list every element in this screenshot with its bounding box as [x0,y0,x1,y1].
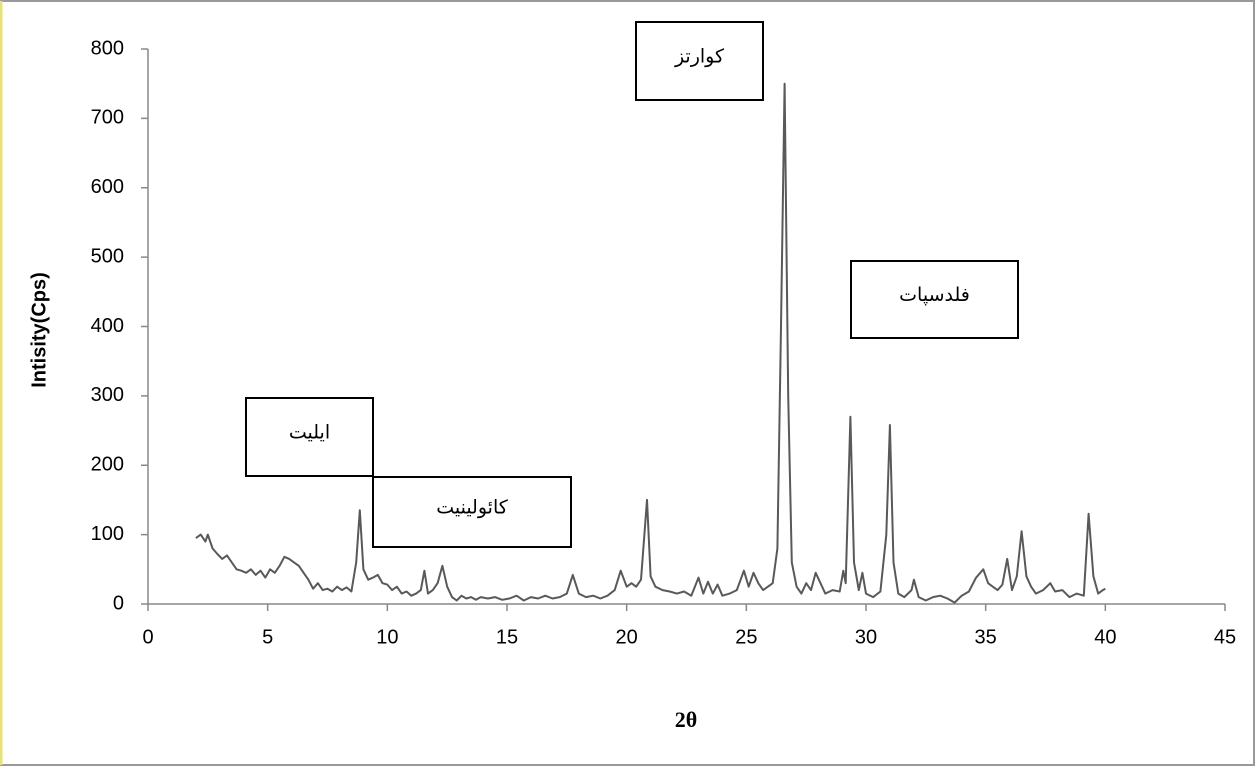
y-tick-label: 400 [91,315,124,337]
y-tick-label: 500 [91,245,124,267]
annotation: کائولینیت [436,497,509,519]
annotation-box [635,21,764,101]
x-axis-label: 2θ [675,707,697,732]
y-tick-label: 0 [113,592,124,614]
annotation: فلدسپات [899,284,970,306]
x-tick-label: 10 [376,626,398,648]
annotation: کوارتز [674,46,725,68]
x-tick-label: 30 [855,626,877,648]
data-line [195,82,1106,604]
x-tick-label: 40 [1094,626,1116,648]
annotation: ایلیت [289,422,330,444]
y-tick-label: 600 [91,176,124,198]
x-tick-label: 5 [262,626,273,648]
annotation-box [245,397,374,477]
y-axis-label: Intisity(Cps) [28,272,50,388]
x-tick-label: 20 [616,626,638,648]
x-tick-label: 0 [142,626,153,648]
x-tick-label: 15 [496,626,518,648]
y-tick-label: 100 [91,523,124,545]
y-tick-label: 700 [91,107,124,129]
annotation-box [372,476,572,548]
y-tick-label: 200 [91,454,124,476]
annotation-box [850,260,1019,339]
y-tick-label: 300 [91,384,124,406]
x-tick-label: 25 [735,626,757,648]
x-tick-label: 45 [1214,626,1236,648]
y-tick-label: 800 [91,37,124,59]
x-tick-label: 35 [975,626,997,648]
